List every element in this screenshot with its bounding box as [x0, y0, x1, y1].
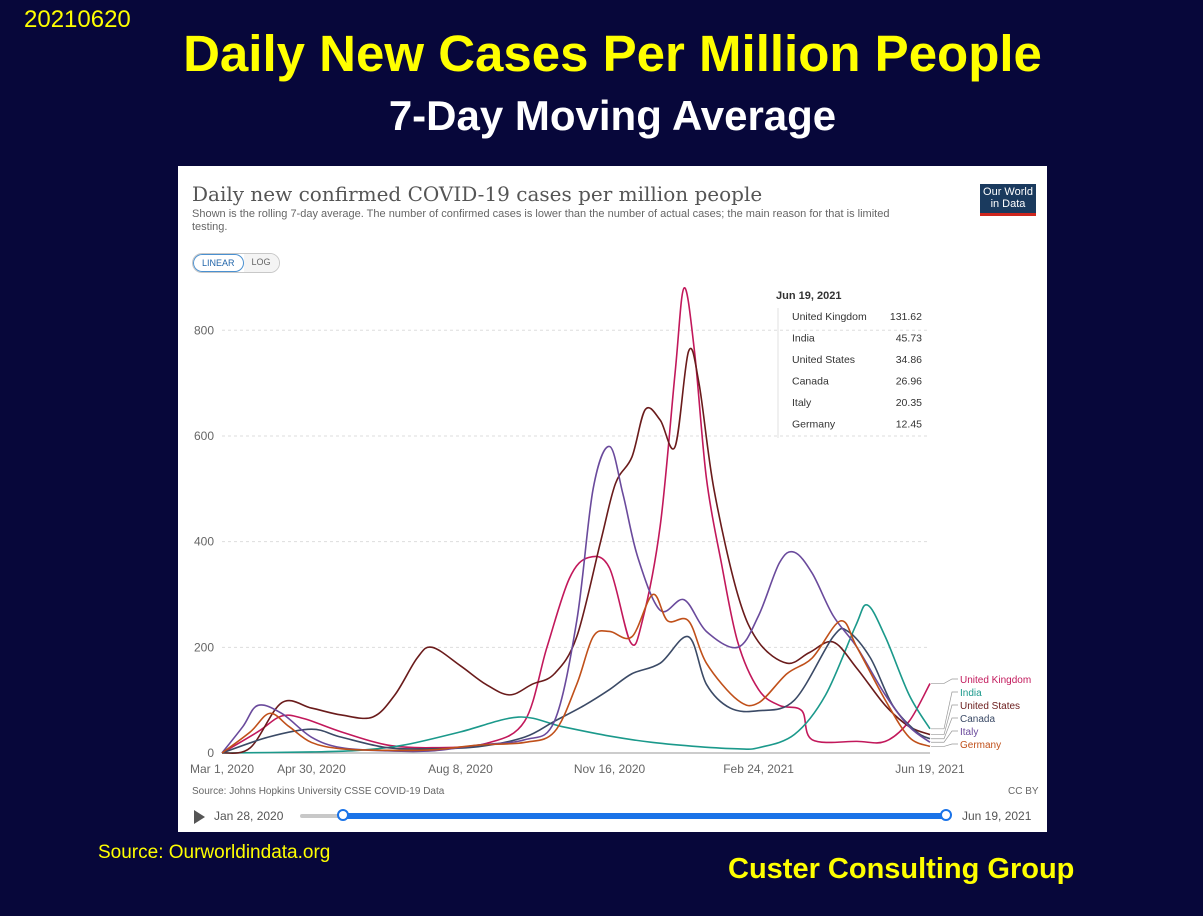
x-tick-4: Feb 24, 2021 — [723, 762, 794, 776]
timeline-slider: Jan 28, 2020 Jun 19, 2021 — [192, 806, 1042, 826]
x-tick-5: Jun 19, 2021 — [895, 762, 965, 776]
tooltip-name-canada: Canada — [792, 376, 829, 388]
owid-logo[interactable]: Our World in Data — [980, 184, 1036, 216]
y-tick-800: 800 — [194, 323, 214, 337]
end-label-united-kingdom: United Kingdom — [960, 675, 1031, 686]
x-tick-1: Apr 30, 2020 — [277, 762, 346, 776]
chart-subtitle: Shown is the rolling 7-day average. The … — [192, 208, 890, 233]
tooltip-name-germany: Germany — [792, 419, 836, 431]
end-label-india: India — [960, 688, 982, 699]
end-label-connector-united-states — [931, 704, 958, 735]
x-tick-3: Nov 16, 2020 — [574, 762, 646, 776]
tooltip-value-canada: 26.96 — [896, 376, 922, 388]
chart-source: Source: Johns Hopkins University CSSE CO… — [192, 786, 445, 797]
end-label-connector-canada — [931, 717, 958, 740]
y-tick-200: 200 — [194, 640, 214, 654]
timeline-end-date: Jun 19, 2021 — [962, 809, 1032, 823]
scale-toggle: LINEAR LOG — [192, 253, 280, 273]
tooltip-date: Jun 19, 2021 — [776, 290, 841, 302]
series-line-united-kingdom — [221, 287, 931, 754]
end-label-united-states: United States — [960, 701, 1020, 712]
timeline-end-handle[interactable] — [940, 809, 952, 821]
linear-scale-button[interactable]: LINEAR — [193, 254, 244, 272]
chart-title: Daily new confirmed COVID-19 cases per m… — [192, 182, 763, 206]
timeline-start-date: Jan 28, 2020 — [214, 809, 284, 823]
x-tick-0: Mar 1, 2020 — [190, 762, 254, 776]
end-label-connector-united-kingdom — [931, 678, 958, 684]
y-tick-600: 600 — [194, 429, 214, 443]
end-label-connector-italy — [931, 730, 958, 743]
end-label-connector-india — [931, 691, 958, 730]
x-tick-2: Aug 8, 2020 — [428, 762, 493, 776]
tooltip-name-india: India — [792, 333, 815, 345]
date-stamp: 20210620 — [24, 6, 131, 33]
tooltip-value-united-states: 34.86 — [896, 354, 922, 366]
series-line-canada — [221, 627, 931, 754]
play-icon[interactable] — [194, 810, 205, 824]
end-label-connector-germany — [931, 743, 958, 747]
license-label[interactable]: CC BY — [1008, 786, 1039, 797]
series-line-germany — [221, 593, 931, 754]
log-scale-button[interactable]: LOG — [243, 254, 279, 272]
end-label-canada: Canada — [960, 714, 995, 725]
series-line-italy — [221, 445, 931, 754]
timeline-start-handle[interactable] — [337, 809, 349, 821]
y-tick-400: 400 — [194, 535, 214, 549]
series-line-united-states — [221, 347, 931, 754]
tooltip-name-italy: Italy — [792, 397, 812, 409]
tooltip-name-united-kingdom: United Kingdom — [792, 311, 867, 323]
slide-title: Daily New Cases Per Million People — [183, 25, 1042, 82]
owid-logo-line-2: in Data — [990, 198, 1026, 210]
tooltip-value-india: 45.73 — [896, 333, 922, 345]
tooltip-value-italy: 20.35 — [896, 397, 922, 409]
line-chart: 0 200 400 600 800 Mar 1, 2020 Apr 30, 2020 Aug … — [190, 287, 1031, 776]
company-name: Custer Consulting Group — [728, 853, 1075, 885]
source-note: Source: Ourworldindata.org — [98, 842, 331, 863]
timeline-selected-range — [343, 813, 946, 819]
owid-logo-line-1: Our World — [983, 186, 1033, 198]
y-tick-0: 0 — [207, 746, 214, 760]
tooltip-value-united-kingdom: 131.62 — [890, 311, 922, 323]
tooltip-name-united-states: United States — [792, 354, 855, 366]
end-label-italy: Italy — [960, 727, 978, 738]
chart-panel: Daily new confirmed COVID-19 cases per m… — [178, 166, 1047, 832]
slide-subtitle: 7-Day Moving Average — [388, 92, 837, 139]
tooltip-value-germany: 12.45 — [896, 419, 922, 431]
series-line-india — [221, 604, 931, 754]
end-label-germany: Germany — [960, 740, 1001, 751]
